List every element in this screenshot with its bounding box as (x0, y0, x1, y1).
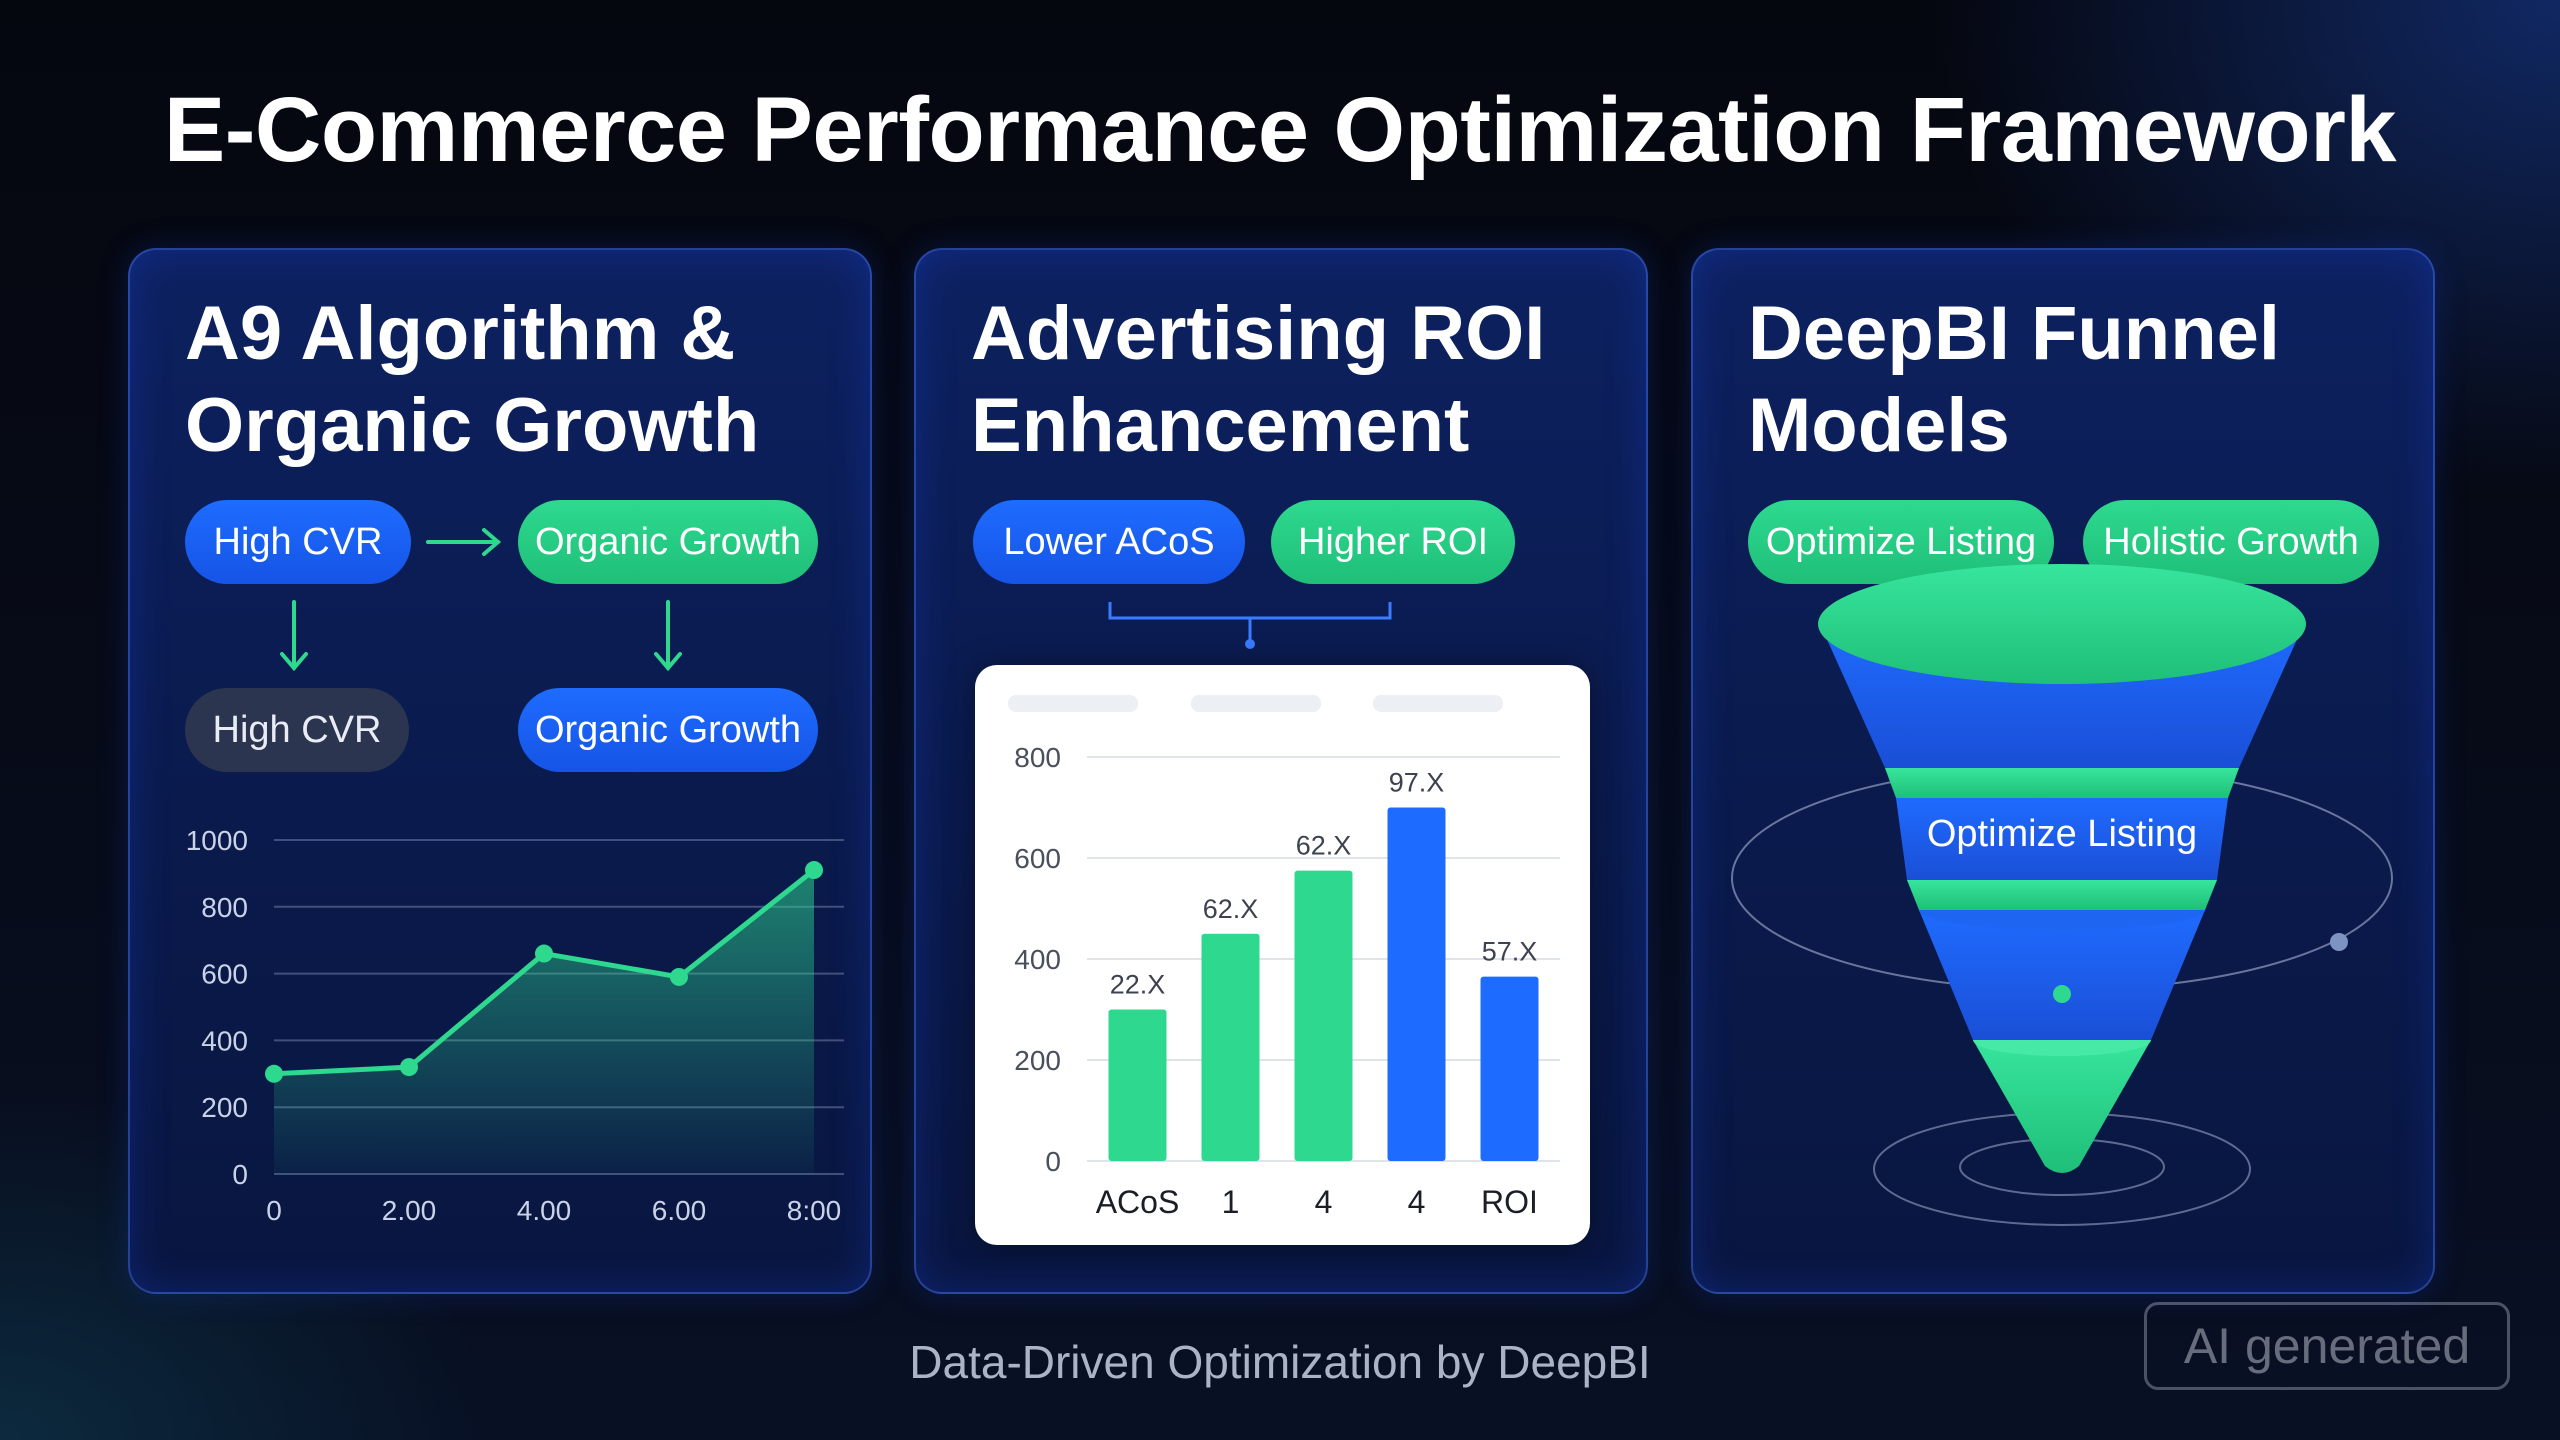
x-tick-label: 8:00 (787, 1195, 842, 1226)
bar (1387, 807, 1446, 1161)
funnel-diagram: Optimize Listing (1731, 564, 2393, 1226)
bar (1480, 976, 1539, 1161)
y-tick-label: 800 (1014, 742, 1061, 773)
y-tick-label: 200 (201, 1092, 248, 1123)
chart-header-placeholders (1008, 695, 1503, 712)
pill-high-cvr: High CVR (185, 500, 411, 584)
x-tick-label: 4.00 (517, 1195, 572, 1226)
card-title-line1: Advertising ROI (971, 291, 1546, 376)
line-chart-area (274, 870, 814, 1174)
y-tick-label: 1000 (186, 825, 248, 856)
data-point (400, 1058, 418, 1077)
data-point (805, 861, 823, 880)
card-title-line2: Enhancement (971, 383, 1470, 468)
flow-arrows (280, 528, 682, 672)
y-tick-label: 0 (232, 1159, 248, 1190)
x-tick-label: 1 (1222, 1184, 1240, 1220)
y-tick-label: 600 (201, 959, 248, 990)
y-tick-label: 0 (1045, 1146, 1061, 1177)
x-tick-label: ROI (1481, 1184, 1538, 1220)
x-tick-label: 0 (266, 1195, 282, 1226)
y-tick-label: 400 (1014, 944, 1061, 975)
x-tick-label: ACoS (1096, 1184, 1180, 1220)
roi-bar-chart: 22.X 62.X 62.X 97.X 57.X 0 200 400 600 800 ACoS 1… (1008, 695, 1560, 1220)
y-tick-label: 800 (201, 892, 248, 923)
card-title: Advertising ROI Enhancement (971, 288, 1611, 472)
bar-data-label: 62.X (1203, 894, 1259, 924)
funnel-label: Optimize Listing (1927, 813, 2197, 855)
pill-lower-acos: Lower ACoS (973, 500, 1245, 584)
pill-high-cvr-result: High CVR (185, 688, 409, 772)
arrow-right-icon (426, 528, 502, 556)
card-advertising-roi: Advertising ROI Enhancement Lower ACoS H… (914, 248, 1648, 1294)
card-title-line1: DeepBI Funnel (1748, 291, 2281, 376)
data-point (670, 967, 688, 986)
y-tick-label: 600 (1014, 843, 1061, 874)
x-tick-label: 6.00 (652, 1195, 707, 1226)
y-tick-label: 200 (1014, 1045, 1061, 1076)
card-a9-organic-growth: A9 Algorithm & Organic Growth High CVR O… (128, 248, 872, 1294)
arrow-down-icon (654, 600, 682, 672)
organic-growth-line-chart: 0 200 400 600 800 1000 0 2.00 4.00 6.00 8:00 (186, 825, 844, 1226)
x-tick-label: 4 (1315, 1184, 1333, 1220)
arrow-down-icon (280, 600, 308, 672)
pill-higher-roi: Higher ROI (1271, 500, 1515, 584)
bar (1108, 1009, 1167, 1161)
x-tick-label: 2.00 (382, 1195, 437, 1226)
bar-data-label: 22.X (1110, 970, 1166, 1000)
bar (1201, 933, 1260, 1161)
bar (1294, 870, 1353, 1161)
card-title: A9 Algorithm & Organic Growth (185, 288, 825, 472)
funnel-tip (1973, 1040, 2151, 1173)
data-point (535, 944, 553, 963)
bar-data-label: 57.X (1482, 937, 1538, 967)
card-title: DeepBI Funnel Models (1748, 288, 2388, 472)
y-tick-label: 400 (201, 1025, 248, 1056)
pill-organic-growth-result: Organic Growth (518, 688, 818, 772)
bracket-connector (1108, 602, 1392, 649)
card-title-line2: Organic Growth (185, 383, 760, 468)
funnel-top (1818, 564, 2306, 684)
card-title-line1: A9 Algorithm & (185, 291, 736, 376)
card-title-line2: Models (1748, 383, 2010, 468)
card-deepbi-funnel: DeepBI Funnel Models Optimize Listing Ho… (1691, 248, 2435, 1294)
x-tick-label: 4 (1408, 1184, 1426, 1220)
bar-data-label: 62.X (1296, 831, 1352, 861)
pill-organic-growth: Organic Growth (518, 500, 818, 584)
roi-bar-chart-panel: 22.X 62.X 62.X 97.X 57.X 0 200 400 600 800 ACoS 1… (975, 665, 1590, 1245)
data-point (265, 1064, 283, 1083)
bar-data-label: 97.X (1389, 768, 1445, 798)
footer-caption: Data-Driven Optimization by DeepBI (909, 1336, 1651, 1388)
page-title: E-Commerce Performance Optimization Fram… (163, 79, 2397, 181)
ai-generated-badge: AI generated (2144, 1302, 2510, 1390)
